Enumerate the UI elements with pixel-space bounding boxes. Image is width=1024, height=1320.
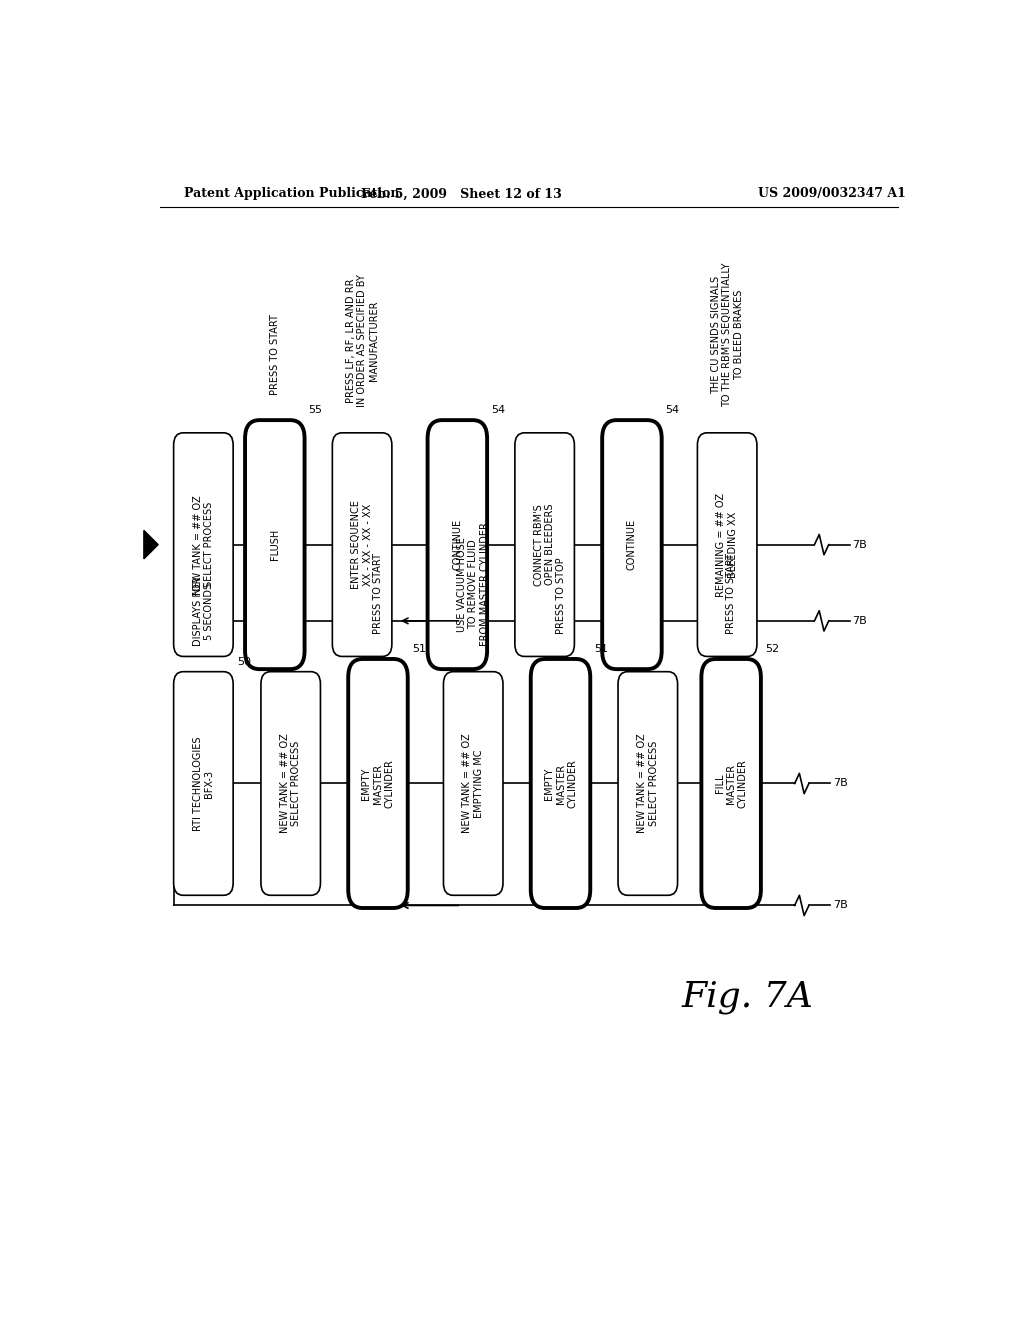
FancyBboxPatch shape	[443, 672, 503, 895]
Text: 7B: 7B	[853, 616, 867, 626]
Text: NEW TANK = ## OZ
SELECT PROCESS: NEW TANK = ## OZ SELECT PROCESS	[193, 495, 214, 594]
FancyBboxPatch shape	[333, 433, 392, 656]
Text: CONTINUE: CONTINUE	[627, 519, 637, 570]
FancyBboxPatch shape	[530, 659, 590, 908]
Text: NEW TANK = ## OZ
SELECT PROCESS: NEW TANK = ## OZ SELECT PROCESS	[637, 734, 658, 833]
Text: PRESS TO STOP: PRESS TO STOP	[555, 557, 565, 634]
FancyBboxPatch shape	[618, 672, 678, 895]
Text: 54: 54	[492, 405, 505, 414]
Text: 55: 55	[308, 405, 323, 414]
Text: PRESS TO START: PRESS TO START	[373, 553, 383, 634]
FancyBboxPatch shape	[174, 672, 233, 895]
Text: 7B: 7B	[833, 779, 848, 788]
FancyBboxPatch shape	[261, 672, 321, 895]
Text: 7B: 7B	[853, 540, 867, 549]
FancyBboxPatch shape	[602, 420, 662, 669]
Text: NEW TANK = ## OZ
EMPTYING MC: NEW TANK = ## OZ EMPTYING MC	[463, 734, 484, 833]
Text: Feb. 5, 2009   Sheet 12 of 13: Feb. 5, 2009 Sheet 12 of 13	[360, 187, 562, 201]
FancyBboxPatch shape	[428, 420, 487, 669]
FancyBboxPatch shape	[245, 420, 304, 669]
FancyBboxPatch shape	[515, 433, 574, 656]
Text: CONTINUE: CONTINUE	[453, 519, 463, 570]
Text: 7B: 7B	[833, 900, 848, 911]
Text: NEW TANK = ## OZ
SELECT PROCESS: NEW TANK = ## OZ SELECT PROCESS	[280, 734, 301, 833]
Text: REMAINING = ## OZ
BLEEDING XX: REMAINING = ## OZ BLEEDING XX	[717, 492, 738, 597]
Text: PRESS TO START: PRESS TO START	[726, 553, 736, 634]
Text: 51: 51	[412, 644, 426, 653]
Text: EMPTY
MASTER
CYLINDER: EMPTY MASTER CYLINDER	[361, 759, 394, 808]
Text: FILL
MASTER
CYLINDER: FILL MASTER CYLINDER	[715, 759, 748, 808]
Text: 52: 52	[765, 644, 779, 653]
FancyBboxPatch shape	[697, 433, 757, 656]
Text: Fig. 7A: Fig. 7A	[681, 979, 813, 1014]
Text: 50: 50	[238, 656, 251, 667]
Text: 51: 51	[594, 644, 608, 653]
Text: Patent Application Publication: Patent Application Publication	[183, 187, 399, 201]
Text: USE VACUUM HOSE
TO REMOVE FLUID
FROM MASTER CYLINDER: USE VACUUM HOSE TO REMOVE FLUID FROM MAS…	[457, 523, 489, 647]
Text: US 2009/0032347 A1: US 2009/0032347 A1	[758, 187, 905, 201]
FancyBboxPatch shape	[701, 659, 761, 908]
Text: PRESS TO START: PRESS TO START	[269, 314, 280, 395]
FancyBboxPatch shape	[174, 433, 233, 656]
Text: ENTER SEQUENCE
XX - XX - XX - XX: ENTER SEQUENCE XX - XX - XX - XX	[351, 500, 373, 589]
Text: THE CU SENDS SIGNALS
TO THE RBM'S SEQUENTIALLY
TO BLEED BRAKES: THE CU SENDS SIGNALS TO THE RBM'S SEQUEN…	[711, 263, 743, 408]
Text: DISPLAYS FOR
5 SECONDS: DISPLAYS FOR 5 SECONDS	[193, 577, 214, 647]
FancyBboxPatch shape	[348, 659, 408, 908]
Text: PRESS LF, RF, LR AND RR
IN ORDER AS SPECIFIED BY
MANUFACTURER: PRESS LF, RF, LR AND RR IN ORDER AS SPEC…	[345, 275, 379, 408]
Text: RTI TECHNOLOGIES
BFX-3: RTI TECHNOLOGIES BFX-3	[193, 737, 214, 830]
Text: FLUSH: FLUSH	[269, 529, 280, 560]
Polygon shape	[143, 531, 158, 558]
Text: 54: 54	[666, 405, 680, 414]
Text: CONNECT RBM'S
OPEN BLEEDERS: CONNECT RBM'S OPEN BLEEDERS	[534, 504, 555, 586]
Text: EMPTY
MASTER
CYLINDER: EMPTY MASTER CYLINDER	[544, 759, 578, 808]
